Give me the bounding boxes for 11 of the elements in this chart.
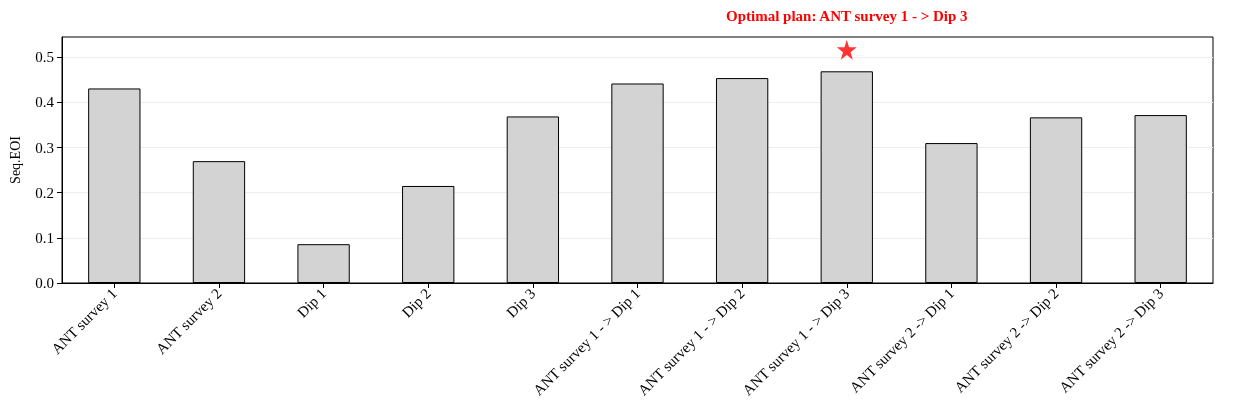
x-tick-label: Dip 1 [294, 285, 330, 321]
y-tick-label: 0.4 [35, 94, 55, 111]
y-tick-label: 0.3 [35, 139, 54, 156]
x-tick-label: Dip 2 [398, 285, 434, 321]
y-tick-label: 0.5 [35, 49, 54, 66]
y-tick-label: 0.1 [35, 229, 54, 246]
y-axis-title: Seq.EOI [7, 135, 23, 184]
y-tick-label: 0.0 [35, 275, 54, 291]
y-tick-label: 0.2 [35, 184, 54, 201]
text: Optimal plan: ANT survey 1 - > Dip 3 [725, 8, 968, 24]
x-tick-label: Dip 3 [503, 285, 539, 321]
